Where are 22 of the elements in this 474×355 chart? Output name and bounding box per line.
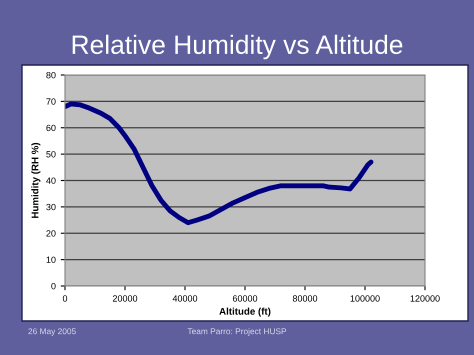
text: 26 May 2005	[28, 328, 76, 336]
y-tick-label: 80	[46, 72, 56, 78]
y-tick-label: 30	[46, 204, 56, 210]
y-tick-label: 50	[46, 151, 56, 158]
y-tick-label: 60	[46, 124, 56, 132]
line-series	[65, 102, 374, 226]
text: Team Parro: Project HUSP	[188, 328, 286, 336]
x-tick-label: 100000	[350, 295, 380, 302]
x-tick-label: 120000	[410, 295, 440, 302]
x-tick-label: 60000	[232, 295, 258, 302]
y-axis-title: Humidity (RH %)	[31, 142, 40, 218]
x-tick-label: 40000	[172, 295, 198, 302]
y-tick-label: 0	[51, 282, 56, 290]
x-tick-label: 80000	[292, 295, 318, 302]
y-tick-label: 40	[46, 177, 56, 184]
x-tick-label: 0	[62, 295, 68, 302]
y-tick-label: 20	[46, 230, 56, 237]
y-tick-label: 10	[46, 256, 56, 263]
x-axis-title: Altitude (ft)	[219, 308, 270, 317]
x-tick-label: 20000	[112, 295, 138, 302]
chart-title: Relative Humidity vs Altitude	[72, 34, 402, 60]
y-tick-label: 70	[46, 98, 56, 105]
